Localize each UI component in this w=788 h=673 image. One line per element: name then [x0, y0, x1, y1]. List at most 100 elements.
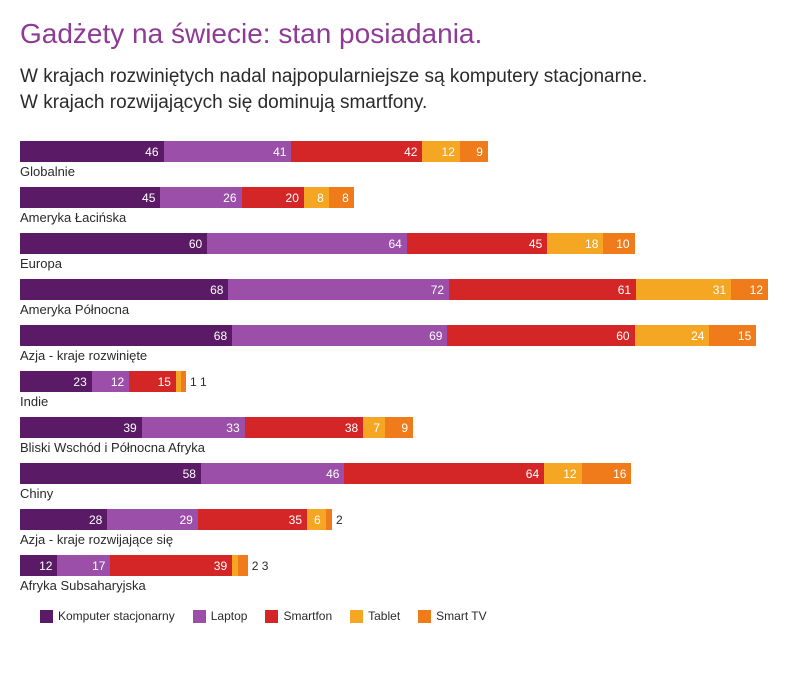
bar-segment-desktop: 28 [20, 509, 107, 530]
row-label: Afryka Subsaharyjska [20, 576, 768, 599]
bar-segment-outside-label: 1 1 [186, 371, 226, 392]
bar-segment-laptop: 26 [160, 187, 241, 208]
bar-segment-smarttv: 9 [385, 417, 413, 438]
legend-item-smartfon: Smartfon [265, 609, 332, 623]
subtitle-line1: W krajach rozwiniętych nadal najpopularn… [20, 66, 647, 87]
bar-segment-laptop: 29 [107, 509, 197, 530]
bar-segment-tablet: 31 [636, 279, 731, 300]
bar-segment-desktop: 23 [20, 371, 92, 392]
bar-segment-smartfon: 61 [449, 279, 636, 300]
bar-segment-tablet: 18 [547, 233, 603, 254]
bar-segment-smartfon: 38 [245, 417, 364, 438]
bar-segment-smartfon: 35 [198, 509, 307, 530]
bar-segment-tablet: 12 [544, 463, 581, 484]
row-label: Azja - kraje rozwinięte [20, 346, 768, 369]
legend-label: Tablet [368, 609, 400, 623]
bar-segment-laptop: 41 [164, 141, 292, 162]
bar-row: 39333879Bliski Wschód i Północna Afryka [20, 417, 768, 461]
legend-swatch [350, 610, 363, 623]
legend-label: Laptop [211, 609, 248, 623]
bar-segment-outside-label: 2 3 [248, 555, 288, 576]
row-label: Azja - kraje rozwijające się [20, 530, 768, 553]
bar-segment-desktop: 45 [20, 187, 160, 208]
bar-track: 6869602415 [20, 325, 768, 346]
bar-segment-laptop: 17 [57, 555, 110, 576]
legend-swatch [265, 610, 278, 623]
bar-track: 231215 1 1 [20, 371, 768, 392]
bar-segment-desktop: 12 [20, 555, 57, 576]
legend-label: Smartfon [283, 609, 332, 623]
bar-row: 45262088Ameryka Łacińska [20, 187, 768, 231]
bar-segment-desktop: 39 [20, 417, 142, 438]
legend-item-smarttv: Smart TV [418, 609, 486, 623]
bar-row: 5846641216Chiny [20, 463, 768, 507]
bar-segment-smartfon: 60 [447, 325, 634, 346]
bar-segment-smarttv [238, 555, 247, 576]
bar-track: 121739 2 3 [20, 555, 768, 576]
bar-segment-smartfon: 39 [110, 555, 232, 576]
bar-track: 28293562 [20, 509, 768, 530]
legend-label: Komputer stacjonarny [58, 609, 175, 623]
bar-segment-tablet: 12 [422, 141, 459, 162]
chart-legend: Komputer stacjonarny Laptop Smartfon Tablet… [20, 609, 768, 623]
bar-segment-outside-label: 2 [332, 509, 372, 530]
bar-track: 45262088 [20, 187, 768, 208]
bar-row: 6872613112Ameryka Północna [20, 279, 768, 323]
bar-segment-tablet: 6 [307, 509, 326, 530]
chart-subtitle: W krajach rozwiniętych nadal najpopularn… [20, 64, 768, 115]
legend-label: Smart TV [436, 609, 486, 623]
stacked-bar-chart: 464142129Globalnie45262088Ameryka Łacińs… [20, 141, 768, 599]
bar-segment-laptop: 46 [201, 463, 345, 484]
bar-row: 28293562Azja - kraje rozwijające się [20, 509, 768, 553]
bar-segment-desktop: 68 [20, 325, 232, 346]
bar-segment-laptop: 69 [232, 325, 447, 346]
bar-track: 39333879 [20, 417, 768, 438]
bar-segment-laptop: 72 [228, 279, 449, 300]
bar-segment-smarttv: 9 [460, 141, 488, 162]
bar-segment-desktop: 60 [20, 233, 207, 254]
bar-segment-smartfon: 42 [291, 141, 422, 162]
legend-item-laptop: Laptop [193, 609, 248, 623]
bar-segment-smarttv: 15 [709, 325, 756, 346]
bar-segment-laptop: 64 [207, 233, 407, 254]
row-label: Globalnie [20, 162, 768, 185]
row-label: Chiny [20, 484, 768, 507]
bar-row: 121739 2 3Afryka Subsaharyjska [20, 555, 768, 599]
bar-segment-desktop: 58 [20, 463, 201, 484]
bar-row: 6869602415Azja - kraje rozwinięte [20, 325, 768, 369]
bar-segment-smartfon: 45 [407, 233, 547, 254]
legend-swatch [418, 610, 431, 623]
bar-segment-smarttv: 12 [731, 279, 768, 300]
bar-segment-desktop: 68 [20, 279, 228, 300]
bar-segment-tablet: 24 [635, 325, 710, 346]
row-label: Ameryka Północna [20, 300, 768, 323]
bar-track: 464142129 [20, 141, 768, 162]
row-label: Ameryka Łacińska [20, 208, 768, 231]
bar-segment-smarttv: 8 [329, 187, 354, 208]
chart-title: Gadżety na świecie: stan posiadania. [20, 18, 768, 50]
bar-track: 6872613112 [20, 279, 768, 300]
bar-row: 6064451810Europa [20, 233, 768, 277]
subtitle-line2: W krajach rozwijających się dominują sma… [20, 92, 427, 113]
bar-segment-laptop: 33 [142, 417, 245, 438]
row-label: Europa [20, 254, 768, 277]
bar-segment-smarttv: 10 [603, 233, 634, 254]
legend-item-desktop: Komputer stacjonarny [40, 609, 175, 623]
row-label: Bliski Wschód i Północna Afryka [20, 438, 768, 461]
bar-segment-desktop: 46 [20, 141, 164, 162]
bar-segment-tablet: 7 [363, 417, 385, 438]
legend-swatch [40, 610, 53, 623]
bar-segment-smartfon: 64 [344, 463, 544, 484]
legend-item-tablet: Tablet [350, 609, 400, 623]
bar-segment-smarttv: 16 [582, 463, 632, 484]
bar-segment-laptop: 12 [92, 371, 129, 392]
bar-track: 6064451810 [20, 233, 768, 254]
bar-row: 231215 1 1Indie [20, 371, 768, 415]
bar-track: 5846641216 [20, 463, 768, 484]
bar-segment-tablet: 8 [304, 187, 329, 208]
row-label: Indie [20, 392, 768, 415]
bar-row: 464142129Globalnie [20, 141, 768, 185]
legend-swatch [193, 610, 206, 623]
bar-segment-smartfon: 15 [129, 371, 176, 392]
bar-segment-smartfon: 20 [242, 187, 304, 208]
